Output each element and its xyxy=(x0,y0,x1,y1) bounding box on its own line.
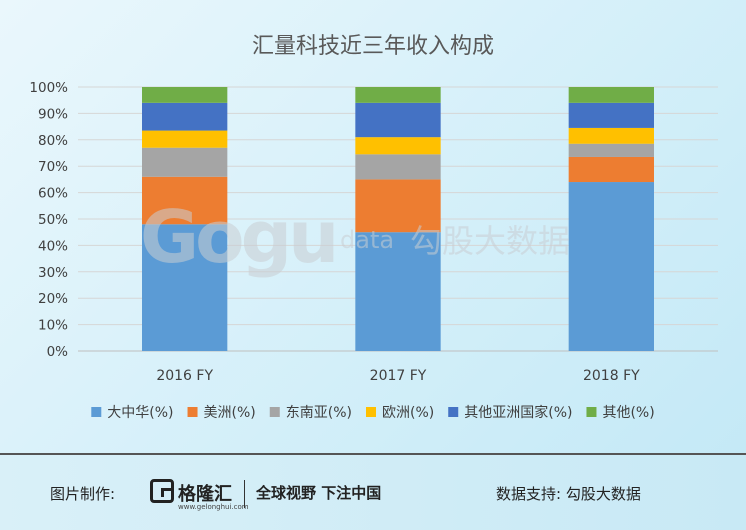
y-tick-label: 10% xyxy=(38,318,68,334)
footer-credit: 图片制作: xyxy=(50,485,116,503)
footer-slogan: 全球视野 下注中国 xyxy=(256,484,382,502)
legend-label: 欧洲(%) xyxy=(382,405,434,421)
footer-brand-domain: www.gelonghui.com xyxy=(178,503,249,511)
bar-segment xyxy=(568,127,654,144)
bar-segment xyxy=(355,87,441,103)
legend-swatch xyxy=(187,407,198,417)
y-tick-label: 100% xyxy=(29,80,68,96)
bar-segment xyxy=(355,102,441,138)
footer-separator xyxy=(244,480,245,508)
watermark-data: data xyxy=(340,226,394,254)
legend-label: 大中华(%) xyxy=(107,405,173,421)
watermark-logo: Gogu xyxy=(140,195,335,279)
y-tick-label: 50% xyxy=(38,212,68,228)
bar-segment xyxy=(568,87,654,103)
legend-item: 其他(%) xyxy=(586,405,655,421)
stacked-bar-chart: 汇量科技近三年收入构成 0% 10% 20% 30% 40% 50% 60% 70% 80% 90… xyxy=(29,34,718,421)
x-tick-label: 2018 FY xyxy=(583,368,640,384)
legend-swatch xyxy=(448,407,459,417)
footer-data-support: 数据支持: 勾股大数据 xyxy=(496,485,641,503)
legend-item: 其他亚洲国家(%) xyxy=(448,404,572,421)
y-tick-label: 30% xyxy=(38,265,68,281)
bar-segment xyxy=(355,154,441,180)
bar-segment xyxy=(142,102,228,131)
legend-swatch xyxy=(586,407,597,417)
x-tick-label: 2016 FY xyxy=(156,368,213,384)
legend-swatch xyxy=(269,407,280,417)
bar-segment xyxy=(142,130,228,148)
bars xyxy=(142,87,654,351)
bar-segment xyxy=(568,156,654,183)
bar-segment xyxy=(355,179,441,233)
legend-label: 东南亚(%) xyxy=(286,405,352,421)
y-tick-label: 80% xyxy=(38,133,68,149)
legend-label: 美洲(%) xyxy=(204,405,256,421)
chart-title: 汇量科技近三年收入构成 xyxy=(252,34,494,59)
legend-label: 其他(%) xyxy=(602,405,654,421)
watermark: Gogu data 勾股大数据 xyxy=(140,195,570,279)
y-axis: 0% 10% 20% 30% 40% 50% 60% 70% 80% 90% 100% xyxy=(29,80,68,360)
bar-segment xyxy=(142,224,228,351)
y-tick-label: 70% xyxy=(38,159,68,175)
bar-segment xyxy=(142,176,228,225)
bar-segment xyxy=(355,232,441,351)
bar-segment xyxy=(142,147,228,177)
y-tick-label: 90% xyxy=(38,106,68,122)
legend-item: 东南亚(%) xyxy=(269,405,352,421)
bar-segment xyxy=(355,137,441,155)
brand-logo-icon xyxy=(150,479,174,503)
legend-swatch xyxy=(91,407,102,417)
y-tick-label: 0% xyxy=(47,344,69,360)
legend-item: 欧洲(%) xyxy=(366,405,434,421)
footer: 图片制作: 格隆汇 www.gelonghui.com 全球视野 下注中国 数据… xyxy=(0,453,746,530)
watermark-cn: 勾股大数据 xyxy=(410,222,570,260)
legend-item: 大中华(%) xyxy=(91,405,174,421)
x-tick-label: 2017 FY xyxy=(370,368,427,384)
legend-swatch xyxy=(366,407,376,417)
bar-segment xyxy=(142,87,228,103)
bar-segment xyxy=(568,102,654,128)
footer-brand: 格隆汇 xyxy=(178,484,232,505)
bar-segment xyxy=(568,182,654,351)
legend-item: 美洲(%) xyxy=(187,405,256,421)
legend: 大中华(%) 美洲(%) 东南亚(%) 欧洲(%) 其他亚洲国家(%) 其他(%) xyxy=(91,404,655,421)
footer-divider xyxy=(0,453,746,455)
legend-label: 其他亚洲国家(%) xyxy=(464,404,572,421)
y-tick-label: 60% xyxy=(38,186,68,202)
x-axis: 2016 FY 2017 FY 2018 FY xyxy=(156,368,640,384)
y-tick-label: 40% xyxy=(38,238,68,254)
y-tick-label: 20% xyxy=(38,291,68,307)
bar-segment xyxy=(568,143,654,157)
